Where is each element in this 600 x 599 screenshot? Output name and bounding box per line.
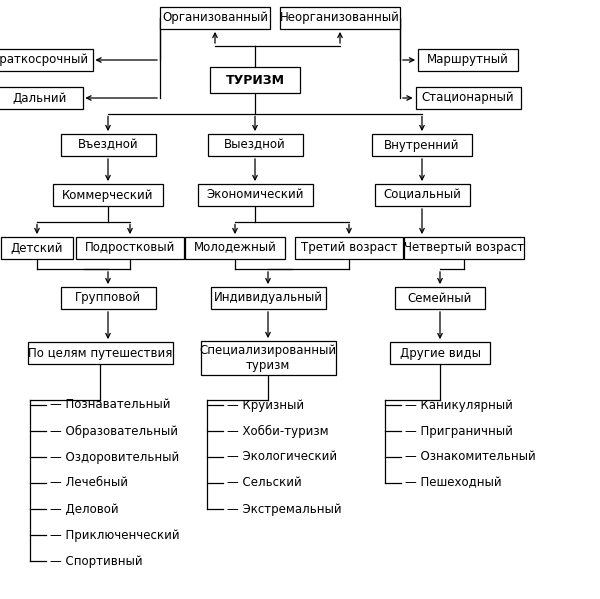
Bar — [200, 341, 335, 375]
Text: Внутренний: Внутренний — [384, 138, 460, 152]
Bar — [197, 184, 313, 206]
Bar — [76, 237, 184, 259]
Bar — [28, 342, 173, 364]
Bar — [374, 184, 470, 206]
Text: Экономический: Экономический — [206, 189, 304, 201]
Bar — [390, 342, 490, 364]
Text: — Хобби-туризм: — Хобби-туризм — [227, 425, 329, 437]
Bar — [280, 7, 400, 29]
Text: — Экстремальный: — Экстремальный — [227, 503, 341, 516]
Bar — [211, 287, 325, 309]
Text: Специализированный
туризм: Специализированный туризм — [199, 344, 337, 372]
Text: — Пешеходный: — Пешеходный — [405, 476, 502, 489]
Text: Маршрутный: Маршрутный — [427, 53, 509, 66]
Bar — [418, 49, 518, 71]
Bar — [372, 134, 472, 156]
Text: — Оздоровительный: — Оздоровительный — [50, 450, 179, 464]
Text: Коммерческий: Коммерческий — [62, 189, 154, 201]
Text: — Образовательный: — Образовательный — [50, 425, 178, 437]
Text: — Каникулярный: — Каникулярный — [405, 398, 513, 412]
Text: По целям путешествия: По целям путешествия — [28, 346, 172, 359]
Bar — [295, 237, 403, 259]
Bar — [0, 87, 83, 109]
Text: — Круизный: — Круизный — [227, 398, 304, 412]
Bar — [1, 237, 73, 259]
Text: — Приключенческий: — Приключенческий — [50, 528, 179, 541]
Text: ТУРИЗМ: ТУРИЗМ — [226, 74, 284, 86]
Bar — [210, 67, 300, 93]
Text: Четвертый возраст: Четвертый возраст — [404, 241, 524, 255]
Text: Другие виды: Другие виды — [400, 346, 481, 359]
Bar — [395, 287, 485, 309]
Text: Третий возраст: Третий возраст — [301, 241, 397, 255]
Bar — [185, 237, 285, 259]
Text: — Познавательный: — Познавательный — [50, 398, 170, 412]
Text: Неорганизованный: Неорганизованный — [280, 11, 400, 25]
Text: Групповой: Групповой — [75, 292, 141, 304]
Bar — [160, 7, 270, 29]
Text: Детский: Детский — [11, 241, 63, 255]
Text: Дальний: Дальний — [13, 92, 67, 104]
Bar — [53, 184, 163, 206]
Text: Организованный: Организованный — [162, 11, 268, 25]
Text: — Лечебный: — Лечебный — [50, 476, 128, 489]
Text: — Приграничный: — Приграничный — [405, 425, 513, 437]
Bar — [404, 237, 524, 259]
Bar — [61, 287, 155, 309]
Text: Социальный: Социальный — [383, 189, 461, 201]
Text: Стационарный: Стационарный — [422, 92, 514, 104]
Bar — [61, 134, 155, 156]
Text: Краткосрочный: Краткосрочный — [0, 53, 89, 66]
Text: Выездной: Выездной — [224, 138, 286, 152]
Text: — Экологический: — Экологический — [227, 450, 337, 464]
Text: — Деловой: — Деловой — [50, 503, 119, 516]
Bar — [0, 49, 92, 71]
Text: Семейный: Семейный — [408, 292, 472, 304]
Bar — [415, 87, 521, 109]
Text: Подростковый: Подростковый — [85, 241, 175, 255]
Text: — Ознакомительный: — Ознакомительный — [405, 450, 536, 464]
Text: — Сельский: — Сельский — [227, 476, 302, 489]
Bar — [208, 134, 302, 156]
Text: Въездной: Въездной — [77, 138, 139, 152]
Text: Индивидуальный: Индивидуальный — [214, 292, 323, 304]
Text: — Спортивный: — Спортивный — [50, 555, 143, 567]
Text: Молодежный: Молодежный — [194, 241, 277, 255]
